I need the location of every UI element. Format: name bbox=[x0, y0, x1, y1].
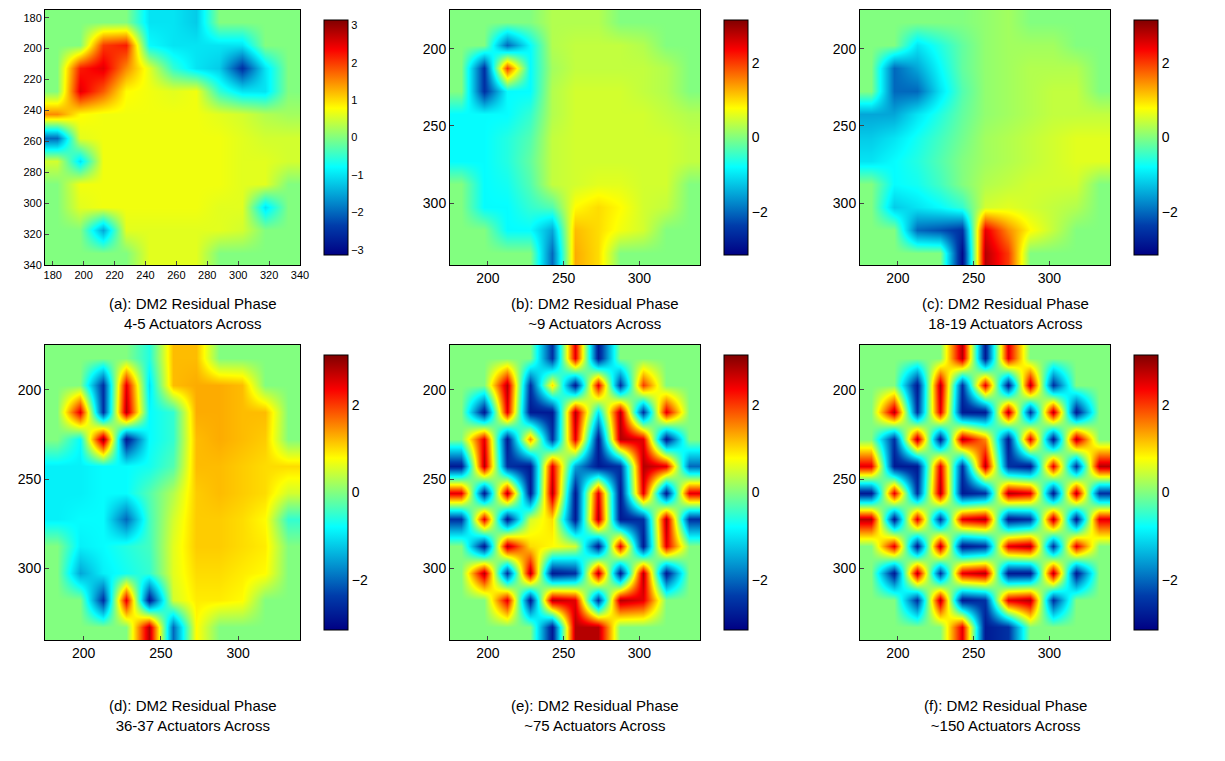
svg-text:180: 180 bbox=[23, 12, 41, 24]
svg-text:(c): DM2 Residual Phase18-19 A: (c): DM2 Residual Phase18-19 Actuators A… bbox=[922, 295, 1089, 332]
svg-text:320: 320 bbox=[23, 228, 41, 240]
svg-text:−2: −2 bbox=[1162, 572, 1178, 588]
svg-text:300: 300 bbox=[423, 560, 447, 576]
svg-text:200: 200 bbox=[833, 382, 857, 398]
svg-text:250: 250 bbox=[833, 471, 857, 487]
svg-text:−2: −2 bbox=[352, 572, 368, 588]
svg-text:(f): DM2 Residual Phase~150 Ac: (f): DM2 Residual Phase~150 Actuators Ac… bbox=[924, 697, 1087, 734]
svg-text:280: 280 bbox=[198, 269, 216, 281]
svg-text:2: 2 bbox=[351, 57, 357, 69]
svg-text:200: 200 bbox=[476, 645, 500, 661]
svg-text:200: 200 bbox=[18, 382, 42, 398]
svg-text:−2: −2 bbox=[752, 204, 768, 220]
svg-text:220: 220 bbox=[105, 269, 123, 281]
svg-text:300: 300 bbox=[23, 197, 41, 209]
svg-text:2: 2 bbox=[752, 397, 760, 413]
svg-text:240: 240 bbox=[136, 269, 154, 281]
svg-text:300: 300 bbox=[628, 645, 652, 661]
svg-text:0: 0 bbox=[1162, 129, 1170, 145]
svg-text:2: 2 bbox=[1162, 55, 1170, 71]
svg-text:(d): DM2 Residual Phase36-37 A: (d): DM2 Residual Phase36-37 Actuators A… bbox=[109, 697, 277, 734]
svg-text:200: 200 bbox=[423, 382, 447, 398]
svg-text:300: 300 bbox=[628, 270, 652, 286]
svg-text:250: 250 bbox=[962, 270, 986, 286]
svg-text:−2: −2 bbox=[1162, 204, 1178, 220]
svg-text:340: 340 bbox=[23, 259, 41, 271]
svg-text:1: 1 bbox=[351, 94, 357, 106]
svg-text:240: 240 bbox=[23, 104, 41, 116]
svg-text:200: 200 bbox=[476, 270, 500, 286]
svg-text:200: 200 bbox=[886, 645, 910, 661]
svg-text:250: 250 bbox=[552, 645, 576, 661]
svg-text:2: 2 bbox=[1162, 397, 1170, 413]
svg-text:200: 200 bbox=[423, 41, 447, 57]
svg-text:280: 280 bbox=[23, 166, 41, 178]
svg-text:250: 250 bbox=[833, 118, 857, 134]
svg-text:300: 300 bbox=[833, 560, 857, 576]
svg-text:200: 200 bbox=[886, 270, 910, 286]
svg-text:340: 340 bbox=[291, 269, 309, 281]
svg-text:2: 2 bbox=[752, 55, 760, 71]
svg-text:300: 300 bbox=[1038, 270, 1062, 286]
svg-text:300: 300 bbox=[833, 195, 857, 211]
svg-text:3: 3 bbox=[351, 19, 357, 31]
svg-text:0: 0 bbox=[1162, 484, 1170, 500]
svg-text:260: 260 bbox=[23, 135, 41, 147]
svg-text:2: 2 bbox=[352, 397, 360, 413]
svg-text:200: 200 bbox=[74, 269, 92, 281]
svg-text:300: 300 bbox=[423, 195, 447, 211]
svg-text:250: 250 bbox=[552, 270, 576, 286]
svg-text:320: 320 bbox=[260, 269, 278, 281]
svg-text:200: 200 bbox=[833, 41, 857, 57]
svg-text:0: 0 bbox=[351, 131, 357, 143]
svg-text:−2: −2 bbox=[351, 206, 364, 218]
svg-text:200: 200 bbox=[23, 42, 41, 54]
svg-text:0: 0 bbox=[752, 484, 760, 500]
svg-text:250: 250 bbox=[149, 645, 173, 661]
svg-text:−1: −1 bbox=[351, 169, 364, 181]
svg-text:250: 250 bbox=[18, 471, 42, 487]
svg-text:300: 300 bbox=[18, 560, 42, 576]
svg-text:(e): DM2 Residual Phase~75 Act: (e): DM2 Residual Phase~75 Actuators Acr… bbox=[511, 697, 679, 734]
svg-text:300: 300 bbox=[229, 269, 247, 281]
svg-text:0: 0 bbox=[752, 129, 760, 145]
svg-text:200: 200 bbox=[72, 645, 96, 661]
svg-text:300: 300 bbox=[227, 645, 251, 661]
svg-text:0: 0 bbox=[352, 484, 360, 500]
svg-text:250: 250 bbox=[423, 471, 447, 487]
svg-text:180: 180 bbox=[44, 269, 62, 281]
svg-text:250: 250 bbox=[962, 645, 986, 661]
svg-text:250: 250 bbox=[423, 118, 447, 134]
svg-text:−3: −3 bbox=[351, 244, 364, 256]
svg-text:300: 300 bbox=[1038, 645, 1062, 661]
svg-text:220: 220 bbox=[23, 73, 41, 85]
svg-text:(a): DM2 Residual Phase4-5 Act: (a): DM2 Residual Phase4-5 Actuators Acr… bbox=[109, 295, 277, 332]
svg-text:(b): DM2 Residual Phase~9 Actu: (b): DM2 Residual Phase~9 Actuators Acro… bbox=[511, 295, 679, 332]
svg-text:260: 260 bbox=[167, 269, 185, 281]
svg-text:−2: −2 bbox=[752, 572, 768, 588]
